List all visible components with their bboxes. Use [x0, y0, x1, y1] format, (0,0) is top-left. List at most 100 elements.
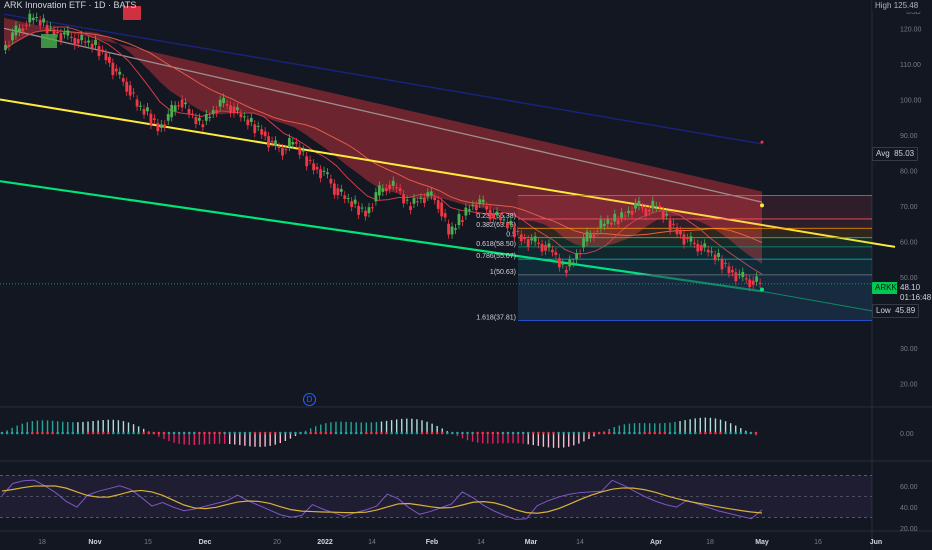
- candle-body[interactable]: [236, 107, 239, 111]
- candle-body[interactable]: [661, 210, 665, 219]
- candle-body[interactable]: [471, 204, 475, 207]
- candle-body[interactable]: [170, 104, 174, 118]
- candle-body[interactable]: [751, 280, 755, 285]
- candle-body[interactable]: [509, 220, 513, 225]
- candle-body[interactable]: [11, 32, 14, 41]
- candle-body[interactable]: [38, 20, 42, 26]
- candle-body[interactable]: [312, 163, 316, 171]
- candle-body[interactable]: [308, 159, 312, 161]
- candle-body[interactable]: [246, 119, 250, 126]
- candle-body[interactable]: [218, 99, 222, 107]
- candle-body[interactable]: [42, 18, 46, 23]
- candle-body[interactable]: [512, 227, 516, 238]
- candle-body[interactable]: [575, 253, 579, 260]
- candle-body[interactable]: [616, 220, 620, 225]
- candle-body[interactable]: [703, 243, 707, 248]
- candle-body[interactable]: [630, 210, 634, 215]
- candle-body[interactable]: [492, 213, 495, 219]
- candle-body[interactable]: [125, 81, 129, 92]
- candle-body[interactable]: [256, 125, 260, 127]
- candle-body[interactable]: [443, 213, 447, 218]
- candle-body[interactable]: [672, 223, 675, 225]
- candle-body[interactable]: [14, 25, 18, 36]
- candle-body[interactable]: [367, 207, 371, 214]
- candle-body[interactable]: [589, 234, 592, 239]
- candle-body[interactable]: [737, 273, 741, 275]
- candle-body[interactable]: [177, 105, 181, 107]
- candle-body[interactable]: [97, 46, 101, 57]
- candle-body[interactable]: [388, 184, 392, 190]
- candle-body[interactable]: [90, 43, 94, 49]
- candle-body[interactable]: [606, 219, 610, 224]
- candle-body[interactable]: [481, 199, 485, 203]
- candle-body[interactable]: [731, 270, 734, 273]
- trendline-lower[interactable]: [0, 180, 763, 293]
- candle-body[interactable]: [357, 206, 360, 215]
- candle-body[interactable]: [675, 227, 679, 235]
- candle-body[interactable]: [187, 108, 191, 114]
- candle-body[interactable]: [706, 249, 710, 253]
- candle-body[interactable]: [360, 207, 364, 209]
- candle-body[interactable]: [377, 185, 381, 196]
- candle-body[interactable]: [139, 105, 142, 107]
- candle-body[interactable]: [194, 117, 198, 124]
- candle-body[interactable]: [530, 238, 534, 241]
- candle-body[interactable]: [582, 238, 585, 248]
- candle-body[interactable]: [114, 68, 118, 72]
- candle-body[interactable]: [724, 262, 727, 264]
- candle-body[interactable]: [429, 191, 433, 196]
- candle-body[interactable]: [239, 113, 243, 118]
- candle-body[interactable]: [225, 104, 229, 106]
- candle-body[interactable]: [294, 142, 298, 144]
- candle-body[interactable]: [277, 146, 281, 149]
- candle-body[interactable]: [564, 270, 568, 273]
- candle-body[interactable]: [149, 113, 153, 125]
- candle-body[interactable]: [107, 56, 111, 63]
- candle-body[interactable]: [215, 110, 219, 113]
- candle-body[interactable]: [557, 258, 561, 268]
- candle-body[interactable]: [710, 251, 714, 253]
- candle-body[interactable]: [83, 41, 87, 43]
- candle-body[interactable]: [305, 156, 309, 167]
- candle-body[interactable]: [62, 32, 66, 35]
- candle-body[interactable]: [381, 188, 385, 192]
- trendline-upper[interactable]: [0, 98, 896, 248]
- candle-body[interactable]: [454, 228, 457, 230]
- candle-body[interactable]: [384, 188, 388, 192]
- candle-body[interactable]: [180, 99, 184, 108]
- candle-body[interactable]: [7, 45, 11, 47]
- candle-body[interactable]: [696, 243, 700, 252]
- candle-body[interactable]: [402, 194, 405, 204]
- candle-body[interactable]: [416, 201, 419, 203]
- candle-body[interactable]: [201, 124, 205, 128]
- candle-body[interactable]: [755, 276, 759, 282]
- candle-body[interactable]: [346, 198, 350, 200]
- candle-body[interactable]: [391, 180, 395, 186]
- candle-body[interactable]: [253, 124, 257, 134]
- candle-body[interactable]: [585, 231, 589, 242]
- ticker-tag[interactable]: ARKK: [872, 282, 900, 294]
- candle-body[interactable]: [142, 108, 146, 115]
- candle-body[interactable]: [173, 105, 177, 112]
- candle-body[interactable]: [104, 53, 108, 61]
- candle-body[interactable]: [343, 195, 347, 199]
- candle-body[interactable]: [499, 217, 502, 221]
- candle-body[interactable]: [339, 189, 343, 192]
- candle-body[interactable]: [204, 114, 208, 121]
- candle-body[interactable]: [699, 245, 703, 251]
- candle-body[interactable]: [249, 117, 253, 122]
- candle-body[interactable]: [620, 212, 624, 218]
- candle-body[interactable]: [654, 206, 658, 208]
- candle-body[interactable]: [502, 219, 506, 221]
- candle-body[interactable]: [461, 220, 464, 222]
- candle-body[interactable]: [298, 146, 302, 155]
- candle-body[interactable]: [554, 252, 558, 255]
- candle-body[interactable]: [287, 138, 291, 147]
- candle-body[interactable]: [551, 249, 554, 253]
- candle-body[interactable]: [326, 172, 329, 175]
- candle-body[interactable]: [547, 243, 551, 248]
- candle-body[interactable]: [651, 200, 655, 209]
- candle-body[interactable]: [332, 183, 336, 195]
- candle-body[interactable]: [422, 197, 426, 203]
- candle-body[interactable]: [533, 236, 537, 242]
